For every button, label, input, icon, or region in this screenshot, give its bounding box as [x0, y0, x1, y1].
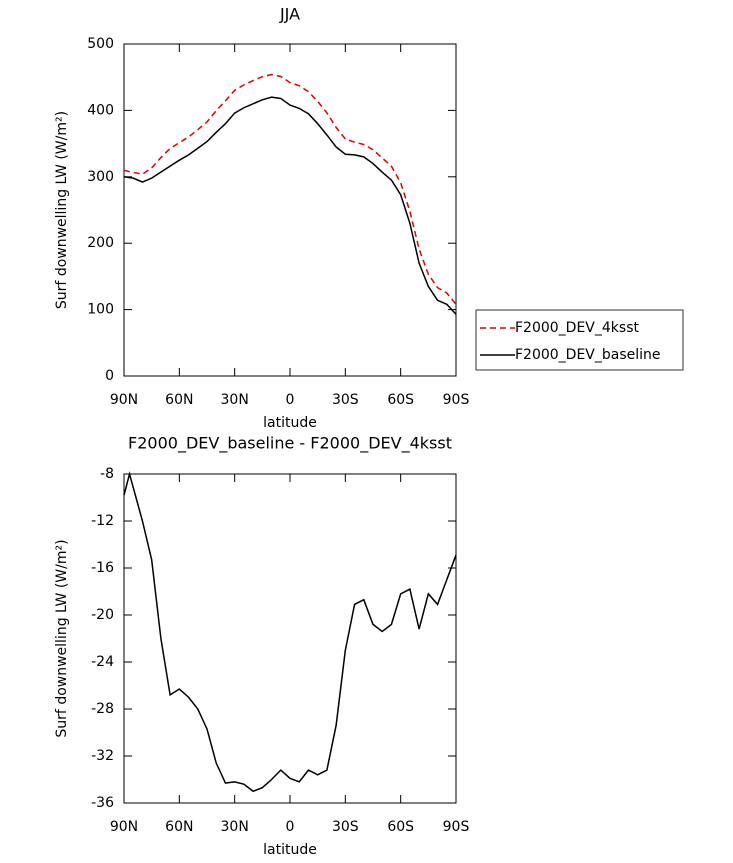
- y-tick-label: -20: [91, 607, 114, 623]
- y-tick-label: -8: [100, 466, 114, 482]
- legend-label: F2000_DEV_baseline: [515, 347, 661, 363]
- y-tick-label: 300: [87, 169, 114, 185]
- series-line: [123, 471, 457, 793]
- plot-frame: [123, 43, 457, 377]
- y-tick-label: -16: [91, 560, 114, 576]
- x-tick-label: 30S: [332, 819, 359, 835]
- x-tick-label: 60S: [387, 819, 414, 835]
- y-tick-label: -36: [91, 795, 114, 811]
- x-axis-label: latitude: [263, 842, 317, 858]
- y-tick-label: -32: [91, 748, 114, 764]
- y-tick-label: 0: [105, 368, 114, 384]
- x-axis-label: latitude: [263, 415, 317, 431]
- x-tick-label: 90N: [110, 392, 138, 408]
- x-tick-label: 30N: [221, 819, 249, 835]
- x-tick-label: 60N: [165, 819, 193, 835]
- series-line: [123, 96, 457, 315]
- x-tick-label: 0: [286, 392, 295, 408]
- x-tick-label: 90S: [443, 392, 470, 408]
- x-tick-label: 90N: [110, 819, 138, 835]
- series-line: [123, 73, 457, 305]
- y-axis-label: Surf downwelling LW (W/m²): [54, 539, 70, 737]
- y-tick-label: -28: [91, 701, 114, 717]
- x-tick-label: 30S: [332, 392, 359, 408]
- y-tick-label: 500: [87, 36, 114, 52]
- x-tick-label: 0: [286, 819, 295, 835]
- y-tick-label: -12: [91, 513, 114, 529]
- plot-frame: [123, 473, 457, 804]
- y-tick-label: 100: [87, 302, 114, 318]
- y-axis-label: Surf downwelling LW (W/m²): [54, 111, 70, 309]
- legend-label: F2000_DEV_4ksst: [515, 320, 639, 336]
- chart-title: JJA: [279, 5, 300, 24]
- x-tick-label: 90S: [443, 819, 470, 835]
- y-tick-label: 200: [87, 235, 114, 251]
- y-tick-label: 400: [87, 102, 114, 118]
- y-tick-label: -24: [91, 654, 114, 670]
- chart-title: F2000_DEV_baseline - F2000_DEV_4ksst: [128, 434, 452, 454]
- x-tick-label: 60N: [165, 392, 193, 408]
- x-tick-label: 60S: [387, 392, 414, 408]
- x-tick-label: 30N: [221, 392, 249, 408]
- legend-box: [475, 309, 684, 371]
